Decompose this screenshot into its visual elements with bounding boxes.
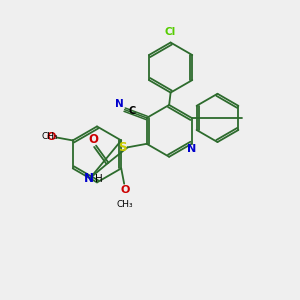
Text: H: H — [95, 174, 103, 184]
Text: CH₃: CH₃ — [41, 132, 58, 141]
Text: N: N — [84, 172, 94, 185]
Text: S: S — [118, 141, 127, 154]
Text: N: N — [115, 99, 124, 110]
Text: CH₃: CH₃ — [116, 200, 133, 209]
Text: N: N — [187, 144, 196, 154]
Text: C: C — [128, 106, 135, 116]
Text: O: O — [46, 132, 56, 142]
Text: O: O — [120, 185, 129, 195]
Text: O: O — [89, 133, 99, 146]
Text: Cl: Cl — [165, 27, 176, 37]
